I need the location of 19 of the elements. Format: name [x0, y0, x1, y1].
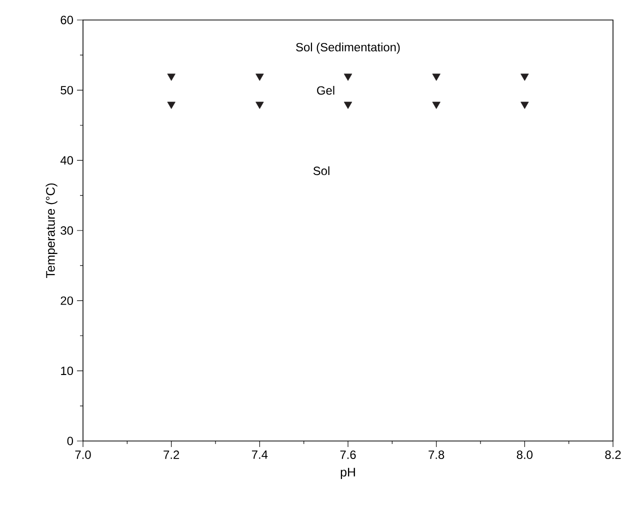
x-tick-label: 7.4: [252, 450, 268, 459]
annotation: Sol: [313, 166, 330, 176]
x-axis-title: pH: [340, 468, 355, 479]
y-tick-label: 60: [60, 16, 74, 24]
y-axis-title: Temperature (°C): [46, 183, 58, 278]
x-tick-label: 8.0: [516, 450, 533, 459]
x-tick-label: 7.6: [340, 450, 356, 459]
annotation: Gel: [317, 86, 334, 95]
y-tick-label: 10: [61, 366, 74, 376]
x-tick-label: 8.2: [605, 450, 621, 459]
y-tick-label: 20: [60, 296, 74, 305]
annotation: Sol (Sedimentation): [296, 42, 400, 54]
y-tick-label: 50: [60, 86, 74, 94]
y-tick-label: 0: [67, 436, 74, 446]
x-tick-label: 7.8: [428, 450, 444, 459]
y-tick-label: 40: [60, 156, 74, 165]
x-tick-label: 7.2: [164, 450, 180, 459]
y-tick-label: 30: [60, 226, 74, 235]
x-tick-label: 7.0: [75, 450, 91, 459]
